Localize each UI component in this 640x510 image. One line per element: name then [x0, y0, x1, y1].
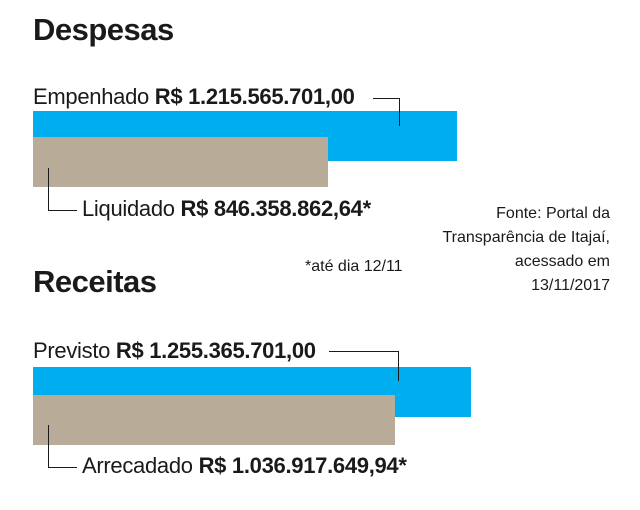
empenhado-label: Empenhado R$ 1.215.565.701,00 — [33, 84, 355, 110]
arrecadado-bar — [33, 395, 395, 445]
source-note: Fonte: Portal da Transparência de Itajaí… — [442, 205, 611, 294]
arrecadado-label: Arrecadado R$ 1.036.917.649,94* — [82, 453, 407, 479]
liquidado-bar — [33, 137, 328, 187]
liquidado-connector — [48, 168, 77, 211]
liquidado-name: Liquidado — [82, 196, 175, 221]
previsto-connector-v — [398, 351, 399, 381]
liquidado-value: R$ 846.358.862,64* — [180, 196, 372, 221]
arrecadado-value: R$ 1.036.917.649,94* — [198, 453, 407, 478]
empenhado-connector-v — [399, 98, 400, 126]
previsto-connector-h — [329, 351, 399, 352]
empenhado-connector-h — [373, 98, 400, 99]
footnote: *até dia 12/11 — [305, 258, 403, 275]
previsto-name: Previsto — [33, 338, 111, 363]
arrecadado-name: Arrecadado — [82, 453, 193, 478]
previsto-label: Previsto R$ 1.255.365.701,00 — [33, 338, 316, 364]
receitas-title: Receitas — [33, 264, 157, 299]
previsto-value: R$ 1.255.365.701,00 — [115, 338, 316, 363]
despesas-title: Despesas — [33, 12, 174, 47]
empenhado-name: Empenhado — [33, 84, 149, 109]
empenhado-value: R$ 1.215.565.701,00 — [154, 84, 355, 109]
arrecadado-connector — [48, 425, 77, 468]
liquidado-label: Liquidado R$ 846.358.862,64* — [82, 196, 371, 222]
